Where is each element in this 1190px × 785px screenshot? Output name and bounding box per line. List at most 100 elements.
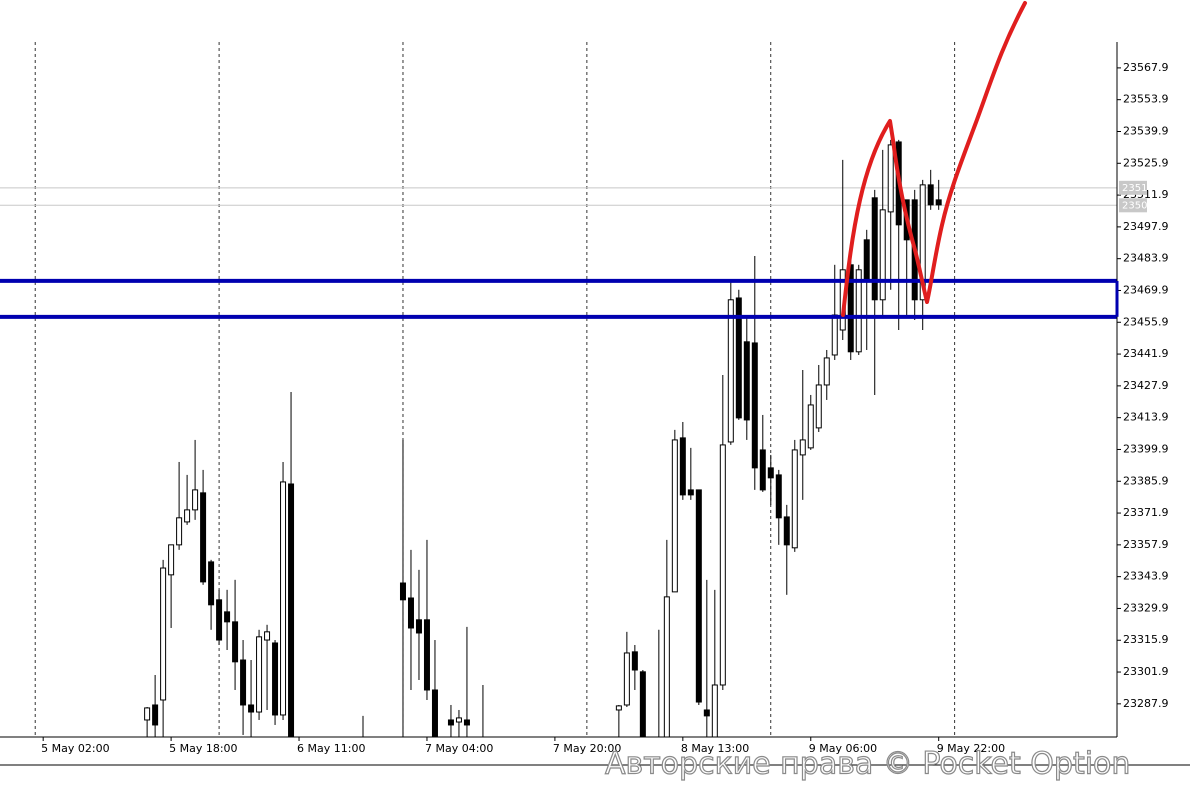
hand-drawn-arrow [841,1,1027,317]
y-tick-label: 23497.9 [1123,220,1169,233]
candle-body [791,449,798,549]
candle-body [431,689,438,737]
candle-body [399,582,406,601]
candle-body [656,740,661,745]
candle-body [232,621,239,663]
y-tick-label: 23385.9 [1123,474,1169,487]
candle-body [743,341,750,421]
candle-body [767,467,774,479]
candle-body [639,671,646,737]
candle-body [423,619,430,691]
y-tick-label: 23539.9 [1123,124,1169,137]
candle-body [623,652,630,706]
y-tick-label: 23413.9 [1123,411,1169,424]
candle-body [144,707,151,721]
y-tick-label: 23567.9 [1123,61,1169,74]
candle-body [168,544,175,576]
candle-body [871,197,878,301]
y-tick-label: 23469.9 [1123,283,1169,296]
grid-layer [0,42,1117,737]
price-label: 23507.4 [1122,200,1163,211]
candle-body [224,611,231,623]
x-tick-label: 9 May 06:00 [809,742,877,755]
candle-body [671,439,678,593]
candle-body [663,596,670,737]
candle-body [272,642,279,716]
y-tick-label: 23371.9 [1123,506,1169,519]
y-tick-label: 23441.9 [1123,347,1169,360]
candle-body [695,489,702,703]
candle-body [679,437,686,496]
candle-body [823,357,830,386]
price-label-box [1119,198,1147,213]
candle-body [216,599,223,641]
candle-body [855,269,862,353]
candle-body [280,481,287,716]
y-tick-label: 23455.9 [1123,315,1169,328]
candle-body [751,342,758,469]
candle-body [927,184,934,206]
x-tick-label: 5 May 18:00 [169,742,237,755]
candle-body [192,489,199,511]
x-tick-label: 5 May 02:00 [41,742,109,755]
candle-body [719,444,726,686]
axes-layer: 23287.9 23301.9 23315.9 23329.9 23343.9 23357… [41,61,1168,755]
y-tick-label: 23357.9 [1123,538,1169,551]
candle-body [759,449,766,491]
candle-body [248,704,255,713]
candle-body [775,474,782,519]
candle-body [208,561,215,606]
candle-body [288,483,295,737]
candle-body [407,597,414,629]
candle-body [879,209,886,301]
candle-body [807,404,814,449]
y-tick-label: 23343.9 [1123,570,1169,583]
candle-body [687,489,694,496]
candle-body [240,659,247,706]
candle-body [455,717,462,723]
candle-body [735,297,742,419]
candle-body [783,516,790,546]
candle-body [727,299,734,443]
candle-body [703,709,710,717]
candle-body [160,567,167,701]
candle-body [200,492,207,583]
x-tick-label: 7 May 20:00 [553,742,621,755]
y-tick-label: 23525.9 [1123,156,1169,169]
candle-body [264,631,271,641]
candle-body [863,239,870,281]
candle-body [935,199,942,206]
price-label-box [1119,180,1147,195]
candle-body [184,509,191,523]
x-tick-label: 9 May 22:00 [937,742,1005,755]
candle-body [463,719,470,726]
x-tick-label: 7 May 04:00 [425,742,493,755]
y-tick-label: 23301.9 [1123,665,1169,678]
y-tick-label: 23315.9 [1123,633,1169,646]
price-label: 23515.1 [1122,183,1163,194]
candle-body [631,651,638,671]
watermark: Авторские права © Pocket Option [605,747,1130,782]
x-tick-label: 8 May 13:00 [681,742,749,755]
plot-area [0,139,1117,745]
candle-body [152,704,159,726]
y-tick-label: 23329.9 [1123,601,1169,614]
candle-body [256,636,263,713]
candle-body [711,684,718,737]
candle-body [887,144,894,213]
candle-body [919,184,926,301]
y-tick-label: 23427.9 [1123,379,1169,392]
candle-body [831,314,838,356]
y-tick-label: 23483.9 [1123,252,1169,265]
candle-body [799,439,806,456]
x-tick-label: 6 May 11:00 [297,742,365,755]
candle-body [415,619,422,634]
y-tick-label: 23553.9 [1123,93,1169,106]
candle-body [176,517,183,546]
candle-body [815,384,822,429]
y-tick-label: 23287.9 [1123,697,1169,710]
y-tick-label: 23399.9 [1123,442,1169,455]
candle-body [447,719,454,726]
